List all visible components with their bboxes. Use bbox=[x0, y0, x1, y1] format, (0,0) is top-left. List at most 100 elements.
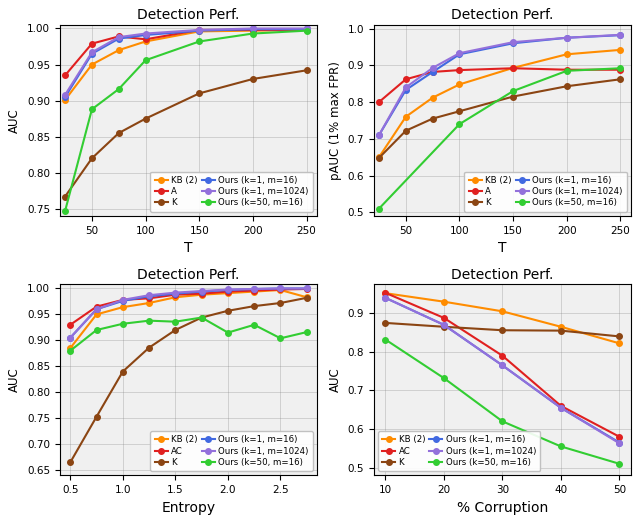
KB (2) bbox=[141, 38, 149, 44]
Ours (k=1, m=16) bbox=[198, 289, 205, 295]
AC bbox=[224, 289, 232, 295]
KB (2) bbox=[509, 65, 517, 71]
Ours (k=1, m=16) bbox=[509, 40, 517, 47]
AC bbox=[381, 290, 389, 296]
Ours (k=50, m=16) bbox=[141, 57, 149, 63]
Line: Ours (k=1, m=16): Ours (k=1, m=16) bbox=[62, 27, 309, 100]
K bbox=[303, 294, 310, 301]
Ours (k=50, m=16) bbox=[499, 418, 506, 425]
Ours (k=1, m=16) bbox=[375, 132, 383, 138]
Ours (k=1, m=1024) bbox=[145, 292, 153, 298]
KB (2) bbox=[115, 47, 123, 53]
K bbox=[616, 76, 624, 83]
Ours (k=1, m=1024) bbox=[509, 39, 517, 46]
Ours (k=50, m=16) bbox=[115, 86, 123, 92]
A bbox=[402, 76, 410, 83]
Line: K: K bbox=[62, 67, 309, 199]
A bbox=[456, 67, 463, 73]
KB (2) bbox=[563, 51, 571, 58]
Ours (k=1, m=16) bbox=[557, 405, 564, 411]
K bbox=[402, 128, 410, 134]
AC bbox=[172, 291, 179, 298]
Ours (k=1, m=1024) bbox=[402, 84, 410, 90]
K bbox=[557, 327, 564, 334]
K bbox=[115, 130, 123, 136]
Ours (k=50, m=16) bbox=[195, 38, 203, 44]
K bbox=[563, 83, 571, 89]
K bbox=[61, 194, 69, 200]
A bbox=[88, 40, 96, 47]
Ours (k=50, m=16) bbox=[375, 206, 383, 212]
X-axis label: T: T bbox=[184, 241, 193, 255]
Line: KB (2): KB (2) bbox=[62, 27, 309, 103]
Line: Ours (k=1, m=1024): Ours (k=1, m=1024) bbox=[67, 286, 310, 340]
Y-axis label: AUC: AUC bbox=[329, 368, 342, 392]
A bbox=[115, 33, 123, 40]
Ours (k=50, m=16) bbox=[61, 208, 69, 214]
K bbox=[67, 459, 74, 465]
AC bbox=[145, 295, 153, 301]
KB (2) bbox=[61, 97, 69, 103]
AC bbox=[250, 288, 258, 294]
A bbox=[429, 69, 436, 75]
Ours (k=1, m=16) bbox=[276, 286, 284, 292]
Ours (k=50, m=16) bbox=[172, 319, 179, 325]
Ours (k=50, m=16) bbox=[198, 314, 205, 321]
KB (2) bbox=[616, 47, 624, 53]
Ours (k=1, m=16) bbox=[145, 293, 153, 299]
K bbox=[172, 327, 179, 333]
A bbox=[375, 99, 383, 105]
A bbox=[303, 27, 310, 33]
Line: Ours (k=50, m=16): Ours (k=50, m=16) bbox=[62, 28, 309, 214]
Title: Detection Perf.: Detection Perf. bbox=[138, 268, 240, 282]
A bbox=[141, 36, 149, 42]
Ours (k=50, m=16) bbox=[249, 30, 257, 37]
Ours (k=1, m=1024) bbox=[429, 65, 436, 71]
AC bbox=[303, 286, 310, 292]
Ours (k=50, m=16) bbox=[93, 327, 100, 333]
K bbox=[499, 327, 506, 333]
KB (2) bbox=[250, 289, 258, 295]
Legend: KB (2), A, K, Ours (k=1, m=16), Ours (k=1, m=1024), Ours (k=50, m=16): KB (2), A, K, Ours (k=1, m=16), Ours (k=… bbox=[150, 172, 313, 212]
Ours (k=1, m=1024) bbox=[250, 286, 258, 292]
Line: AC: AC bbox=[67, 286, 310, 327]
Ours (k=1, m=16) bbox=[381, 294, 389, 301]
Ours (k=1, m=16) bbox=[616, 439, 623, 446]
Ours (k=1, m=16) bbox=[402, 87, 410, 93]
K bbox=[249, 76, 257, 82]
Ours (k=1, m=16) bbox=[440, 322, 448, 328]
K bbox=[250, 303, 258, 309]
X-axis label: % Corruption: % Corruption bbox=[457, 501, 548, 515]
Line: Ours (k=1, m=16): Ours (k=1, m=16) bbox=[67, 286, 310, 340]
Line: Ours (k=1, m=1024): Ours (k=1, m=1024) bbox=[62, 26, 309, 98]
Line: K: K bbox=[383, 320, 622, 339]
A bbox=[509, 65, 517, 71]
Ours (k=1, m=1024) bbox=[115, 34, 123, 40]
X-axis label: T: T bbox=[498, 241, 507, 255]
Ours (k=50, m=16) bbox=[145, 317, 153, 324]
Ours (k=1, m=1024) bbox=[381, 294, 389, 301]
K bbox=[276, 300, 284, 306]
Ours (k=1, m=1024) bbox=[616, 440, 623, 447]
KB (2) bbox=[172, 294, 179, 300]
AC bbox=[93, 303, 100, 310]
K bbox=[381, 320, 389, 326]
Ours (k=1, m=1024) bbox=[67, 335, 74, 341]
Line: Ours (k=1, m=16): Ours (k=1, m=16) bbox=[376, 32, 623, 138]
KB (2) bbox=[93, 311, 100, 317]
K bbox=[141, 116, 149, 122]
Ours (k=1, m=16) bbox=[456, 51, 463, 58]
Ours (k=1, m=1024) bbox=[616, 32, 624, 38]
Ours (k=1, m=16) bbox=[119, 298, 127, 304]
Title: Detection Perf.: Detection Perf. bbox=[451, 8, 554, 22]
AC bbox=[198, 290, 205, 297]
Ours (k=50, m=16) bbox=[616, 461, 623, 467]
Ours (k=1, m=1024) bbox=[119, 297, 127, 303]
Ours (k=50, m=16) bbox=[456, 121, 463, 127]
Ours (k=1, m=1024) bbox=[440, 322, 448, 328]
Line: Ours (k=1, m=1024): Ours (k=1, m=1024) bbox=[376, 32, 623, 138]
KB (2) bbox=[303, 27, 310, 33]
Line: KB (2): KB (2) bbox=[67, 287, 310, 351]
Ours (k=1, m=16) bbox=[250, 286, 258, 292]
Ours (k=50, m=16) bbox=[616, 65, 624, 71]
